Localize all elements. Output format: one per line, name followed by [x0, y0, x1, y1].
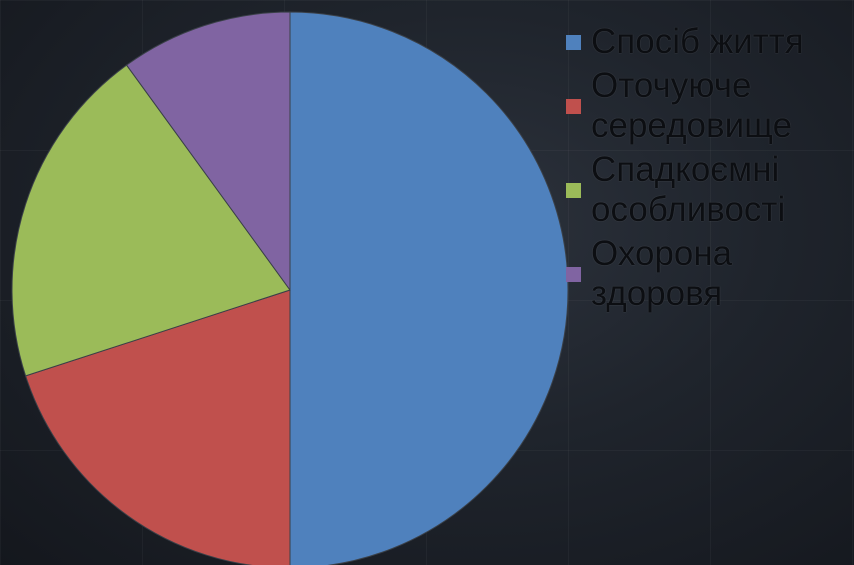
legend-item-healthcare: Охорона здоровя — [566, 234, 854, 314]
slice-lifestyle — [289, 11, 569, 565]
legend-label-environment: Оточуюче середовище — [591, 66, 793, 145]
slice-environment — [24, 289, 291, 565]
chart-legend: Спосіб життя Оточуюче середовище Спадкоє… — [566, 22, 854, 318]
slice-heredity — [11, 64, 291, 377]
legend-item-heredity: Спадкоємні особливості — [566, 150, 854, 230]
legend-item-environment: Оточуюче середовище — [566, 66, 854, 146]
legend-label-heredity: Спадкоємні особливості — [591, 150, 786, 229]
legend-label-lifestyle: Спосіб життя — [591, 22, 804, 61]
slice-healthcare — [125, 11, 291, 292]
legend-swatch-heredity — [566, 182, 581, 198]
pie-slices — [11, 11, 569, 565]
legend-label-healthcare: Охорона здоровя — [591, 234, 733, 313]
legend-swatch-lifestyle — [566, 34, 581, 50]
legend-item-lifestyle: Спосіб життя — [566, 22, 854, 62]
legend-swatch-environment — [566, 98, 581, 114]
legend-swatch-healthcare — [566, 266, 581, 282]
